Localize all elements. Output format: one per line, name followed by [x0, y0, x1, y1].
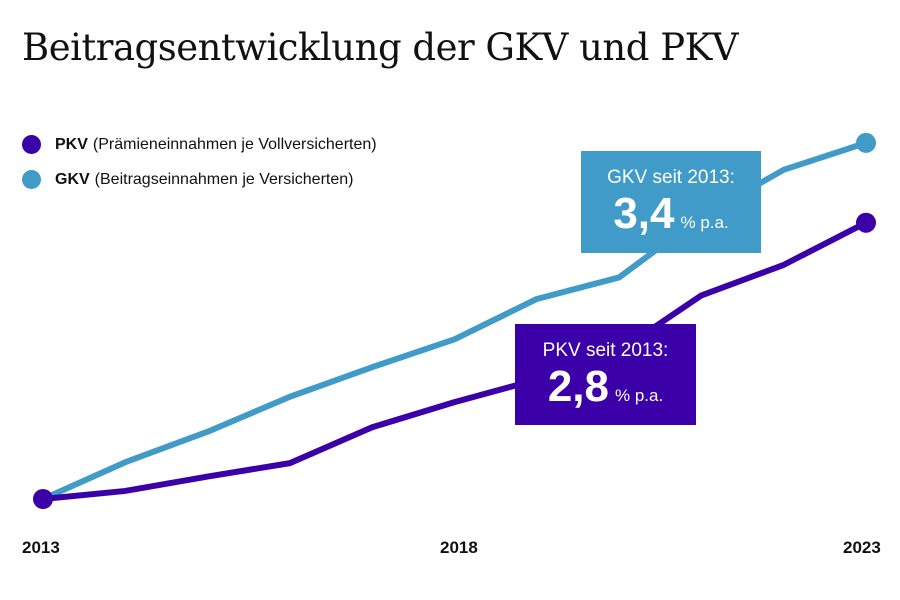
pkv-annotation-unit: % p.a. — [614, 386, 664, 405]
gkv-annotation-unit: % p.a. — [680, 213, 729, 232]
legend-pkv-description: (Prämieneinnahmen je Vollversicherten) — [92, 135, 377, 153]
pkv-dot-icon — [22, 135, 41, 154]
series-line-pkv — [42, 220, 868, 502]
gkv-annotation-box: GKV seit 2013: 3,4 % p.a. — [581, 151, 761, 253]
x-tick-label: 2018 — [440, 538, 478, 557]
data-point-gkv — [856, 132, 876, 153]
legend-gkv-name: GKV — [55, 170, 90, 188]
legend-gkv-description: (Beitragseinnahmen je Versicherten) — [94, 170, 354, 188]
gkv-dot-icon — [22, 170, 41, 189]
data-point-pkv — [33, 489, 53, 509]
chart-title: Beitragsentwicklung der GKV und PKV — [22, 26, 738, 69]
legend-item-gkv: GKV (Beitragseinnahmen je Versicherten) — [22, 170, 353, 189]
gkv-annotation-label: GKV seit 2013: — [607, 167, 735, 188]
pkv-annotation-value: 2,8 — [547, 362, 609, 411]
gkv-annotation-value: 3,4 — [613, 189, 675, 238]
legend-pkv-name: PKV — [55, 135, 88, 153]
data-point-pkv — [856, 212, 876, 233]
pkv-annotation-box: PKV seit 2013: 2,8 % p.a. — [515, 324, 696, 425]
pkv-annotation-label: PKV seit 2013: — [542, 340, 669, 361]
legend-item-pkv: PKV (Prämieneinnahmen je Vollversicherte… — [22, 135, 377, 154]
x-tick-label: 2013 — [22, 538, 60, 557]
x-tick-label: 2023 — [843, 538, 881, 557]
